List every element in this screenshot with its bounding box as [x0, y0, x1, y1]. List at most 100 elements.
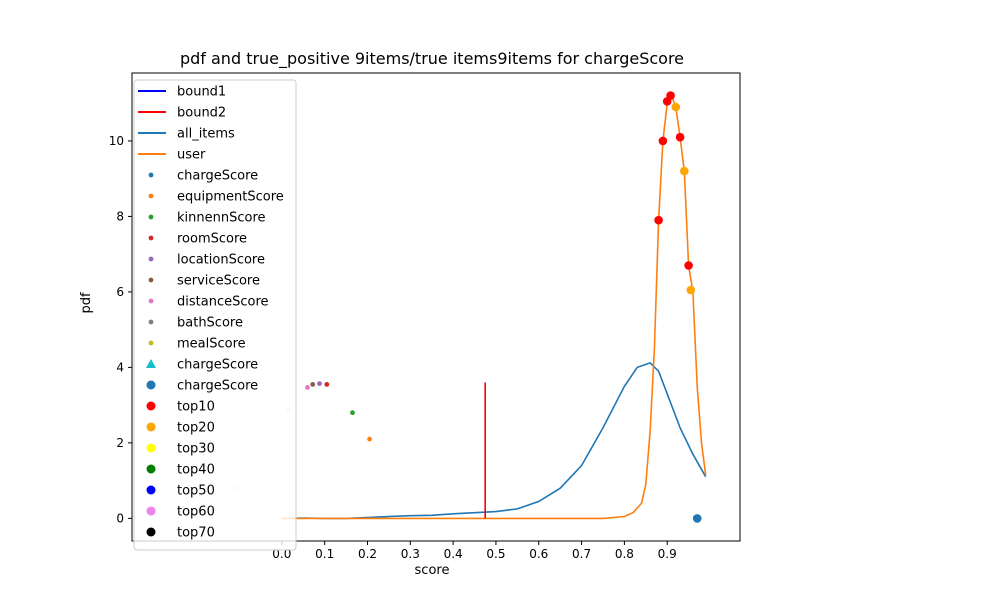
- legend-circle-swatch: [146, 527, 156, 537]
- data-point-top10: [658, 136, 668, 146]
- legend-dot-swatch: [148, 298, 154, 304]
- legend-label: serviceScore: [177, 274, 260, 289]
- legend-label: user: [177, 148, 206, 163]
- legend-item: all_items: [138, 127, 235, 142]
- x-tick-label: 0.7: [572, 547, 591, 561]
- legend-item: locationScore: [148, 253, 265, 268]
- legend-item: chargeScore: [146, 358, 258, 373]
- legend-item: bound1: [138, 85, 226, 100]
- legend-item: top70: [146, 526, 215, 541]
- legend-label: kinnennScore: [177, 211, 266, 226]
- legend-item: bound2: [138, 106, 226, 121]
- legend-dot-swatch: [148, 277, 154, 283]
- legend-dot-swatch: [148, 235, 154, 241]
- legend-item: bathScore: [148, 316, 243, 331]
- y-tick-label: 4: [116, 360, 124, 374]
- x-axis: 0.0 0.1 0.2 0.3 0.4 0.5 0.6 0.7 0.8 0.9: [272, 541, 677, 561]
- legend-item: serviceScore: [148, 274, 260, 289]
- legend-label: equipmentScore: [177, 190, 284, 205]
- data-point-distanceScore: [305, 385, 310, 390]
- legend-label: bathScore: [177, 316, 243, 331]
- data-point-kinnennScore: [350, 410, 355, 416]
- legend-label: chargeScore: [177, 379, 258, 394]
- data-point-chargeScore: [692, 514, 702, 523]
- legend-label: distanceScore: [177, 295, 269, 310]
- legend-item: chargeScore: [148, 169, 258, 184]
- legend-item: user: [138, 148, 206, 163]
- x-tick-label: 0.6: [529, 547, 548, 561]
- x-tick-label: 0.9: [658, 547, 677, 561]
- legend-label: mealScore: [177, 337, 246, 352]
- legend-label: chargeScore: [177, 169, 258, 184]
- legend-item: top10: [146, 400, 215, 415]
- legend-label: locationScore: [177, 253, 265, 268]
- data-point-top10: [675, 132, 685, 142]
- y-tick-label: 6: [116, 285, 124, 299]
- data-point-locationScore: [317, 381, 322, 386]
- legend-label: bound1: [177, 85, 226, 100]
- data-point-equipmentScore: [367, 436, 372, 442]
- legend-label: top30: [177, 442, 215, 457]
- legend-item: equipmentScore: [148, 190, 284, 205]
- x-tick-label: 0.5: [486, 547, 505, 561]
- data-point-top20: [686, 285, 696, 295]
- legend-label: top60: [177, 505, 215, 520]
- series-line-all_items: [281, 361, 707, 520]
- x-tick-label: 0.8: [615, 547, 634, 561]
- data-point-top20: [671, 102, 681, 112]
- data-point-roomScore: [324, 382, 330, 387]
- legend-item: mealScore: [148, 337, 246, 352]
- legend-dot-swatch: [148, 193, 154, 199]
- legend-label: top10: [177, 400, 215, 415]
- legend-triangle-swatch: [146, 359, 156, 368]
- data-point-serviceScore: [310, 382, 316, 387]
- legend-circle-swatch: [146, 422, 156, 432]
- x-tick-label: 0.3: [401, 547, 420, 561]
- legend-circle-swatch: [146, 401, 156, 411]
- legend-item: top50: [146, 484, 215, 499]
- data-point-top10: [654, 215, 663, 225]
- legend-label: top40: [177, 463, 215, 478]
- legend-circle-swatch: [146, 506, 156, 516]
- legend-label: top70: [177, 526, 215, 541]
- x-tick-label: 0.1: [315, 547, 334, 561]
- legend-dot-swatch: [148, 214, 154, 220]
- legend-box: [133, 79, 297, 551]
- legend-item: kinnennScore: [148, 211, 266, 226]
- legend-circle-swatch: [146, 485, 156, 495]
- legend-dot-swatch: [148, 340, 154, 346]
- legend-label: top20: [177, 421, 215, 436]
- legend-label: roomScore: [177, 232, 247, 247]
- y-tick-label: 8: [116, 209, 124, 223]
- legend-circle-swatch: [146, 380, 156, 390]
- legend-item: top30: [146, 442, 215, 457]
- legend-dot-swatch: [148, 256, 154, 262]
- legend-item: roomScore: [148, 232, 247, 247]
- legend-circle-swatch: [146, 443, 156, 453]
- x-axis-label: score: [415, 563, 450, 578]
- legend-dot-swatch: [148, 172, 154, 178]
- legend-circle-swatch: [146, 464, 156, 474]
- data-point-top10: [666, 91, 675, 100]
- x-tick-label: 0.4: [444, 547, 463, 561]
- legend-dot-swatch: [148, 319, 154, 325]
- y-tick-label: 0: [116, 511, 124, 525]
- legend-item: distanceScore: [148, 295, 269, 310]
- series-line-user: [281, 93, 707, 520]
- plot-area: [234, 91, 707, 523]
- axes-frame: [131, 72, 741, 542]
- y-tick-label: 2: [116, 436, 124, 450]
- legend-item: top60: [146, 505, 215, 520]
- legend-item: chargeScore: [146, 379, 258, 394]
- y-axis-label: pdf: [79, 292, 94, 314]
- legend-item: top20: [146, 421, 215, 436]
- legend-label: bound2: [177, 106, 226, 121]
- legend-label: all_items: [177, 127, 235, 142]
- x-tick-label: 0.2: [358, 547, 377, 561]
- chart-title: pdf and true_positive 9items/true items9…: [180, 49, 684, 69]
- data-point-top20: [680, 166, 689, 176]
- data-point-top10: [684, 261, 693, 270]
- y-tick-label: 10: [109, 134, 124, 148]
